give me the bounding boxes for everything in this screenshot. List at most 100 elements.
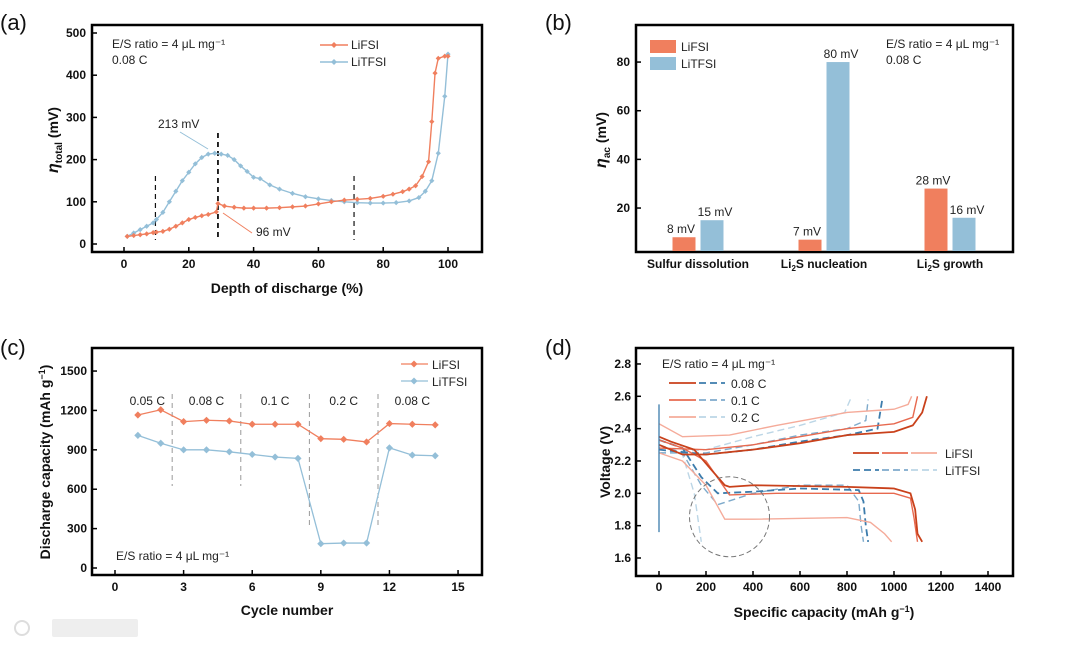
x-tick-label-a: 40 [247, 257, 261, 271]
category-subscript: 2 [791, 264, 796, 273]
legend-label-c: LiTFSI [432, 375, 467, 389]
x-tick-label-d: 1400 [975, 580, 1002, 594]
data-point-LiFSI [419, 173, 425, 180]
x-tick-label-d: 0 [656, 580, 663, 594]
data-point-LiFSI [442, 53, 448, 59]
data-point-LiFSI [205, 211, 211, 218]
data-point-LiFSI [385, 419, 394, 428]
x-tick-label-d: 400 [743, 580, 763, 594]
watermark-mark [52, 619, 138, 637]
category-text: Li [781, 257, 792, 271]
y-tick-label-d: 2.8 [614, 357, 631, 371]
data-point-LiFSI [435, 55, 441, 61]
data-point-LiTFSI [144, 223, 150, 229]
y-tick-label-b: 80 [617, 55, 631, 69]
data-point-LiTFSI [317, 540, 325, 548]
bar-value-label: 8 mV [667, 222, 695, 236]
data-point-LiTFSI [302, 194, 309, 200]
annotation-note-c: E/S ratio = 4 μL mg⁻¹ [116, 549, 229, 563]
legend-label-b: LiTFSI [681, 57, 716, 71]
y-tick-label-d: 2.4 [614, 422, 631, 436]
data-point-LiTFSI [422, 188, 428, 194]
data-point-LiTFSI [385, 444, 394, 452]
y-tick-label-c: 600 [67, 482, 87, 496]
series-line-LiTFSI [126, 54, 449, 238]
data-point-LiFSI [302, 203, 309, 209]
y-tick-label-c: 1500 [60, 364, 87, 378]
data-point-LiFSI [199, 213, 205, 219]
x-tick-label-c: 3 [180, 580, 187, 594]
curve-charge-LiTFSI-0.1-C [659, 399, 869, 454]
rate-label-c: 0.08 C [395, 394, 431, 408]
y-tick-label-a: 0 [79, 237, 86, 251]
annotation-note-b: E/S ratio = 4 μL mg⁻¹ [886, 37, 999, 51]
data-point-LiFSI [202, 416, 211, 424]
category-text: S nucleation [796, 257, 867, 271]
curve-charge-LiFSI-0.08-C [658, 396, 928, 456]
data-point-LiTFSI [362, 539, 371, 547]
data-point-LiFSI [289, 204, 296, 210]
data-point-LiFSI [413, 183, 419, 189]
data-point-LiTFSI [271, 453, 279, 461]
data-point-LiFSI [263, 205, 270, 211]
x-tick-label-d: 1000 [881, 580, 908, 594]
legend-swatch-b [650, 40, 676, 53]
curve-discharge-LiTFSI-0.08-C [658, 439, 870, 542]
category-text: Li [917, 257, 928, 271]
data-point-LiTFSI [380, 200, 386, 206]
data-point-LiFSI [173, 223, 179, 229]
data-point-LiFSI [215, 200, 221, 207]
data-point-LiFSI [294, 420, 302, 428]
data-point-LiTFSI [257, 175, 263, 182]
data-point-LiFSI [144, 231, 150, 237]
y-tick-label-c: 300 [67, 522, 87, 536]
data-point-LiFSI [340, 435, 348, 443]
bar-value-label: 16 mV [950, 203, 985, 217]
y-tick-label-a: 100 [66, 195, 86, 209]
data-point-LiTFSI [244, 168, 250, 175]
curve-discharge-LiFSI-0.08-C [658, 435, 923, 543]
bar-value-label: 7 mV [793, 225, 821, 239]
data-point-LiTFSI [212, 150, 218, 156]
data-point-LiFSI [124, 233, 130, 240]
data-point-LiFSI [248, 420, 256, 428]
data-point-LiFSI [341, 197, 347, 203]
data-point-LiFSI [179, 220, 185, 226]
data-point-LiTFSI [276, 186, 283, 192]
data-point-LiFSI [186, 216, 192, 223]
data-point-LiFSI [408, 420, 416, 428]
data-point-LiFSI [231, 204, 237, 210]
y-axis-unit: (mV) [593, 112, 609, 147]
rate-label-c: 0.2 C [329, 394, 358, 408]
data-point-LiTFSI [354, 200, 360, 206]
data-point-LiFSI [315, 201, 321, 207]
data-point-LiFSI [150, 230, 156, 236]
x-tick-label-c: 0 [112, 580, 119, 594]
annotation-96mv: 96 mV [256, 225, 291, 239]
legend-marker-c [410, 360, 418, 368]
y-tick-label-d: 2.6 [614, 389, 631, 403]
data-point-LiTFSI [150, 220, 156, 226]
highlight-circle [689, 476, 770, 558]
curve-discharge-LiTFSI-0.2-C [658, 444, 702, 542]
plot-area-d [634, 346, 1015, 578]
annotation-note-b: 0.08 C [886, 53, 922, 67]
y-tick-label-a: 500 [66, 26, 86, 40]
data-point-LiTFSI [153, 216, 159, 223]
data-point-LiTFSI [180, 446, 188, 454]
annotation-note-a: 0.08 C [112, 53, 148, 67]
x-tick-label-a: 80 [377, 257, 391, 271]
data-point-LiFSI [400, 189, 406, 195]
legend-marker-a [331, 59, 337, 65]
plot-area-c [90, 346, 484, 577]
data-point-LiFSI [166, 226, 172, 232]
y-axis-symbol: η [593, 158, 610, 168]
x-axis-label-d: Specific capacity (mAh g−1) [734, 604, 915, 620]
data-point-LiFSI [354, 196, 360, 202]
rate-legend-label: 0.2 C [731, 411, 760, 425]
data-point-LiTFSI [205, 151, 211, 157]
annotation-213mv: 213 mV [158, 117, 199, 131]
plot-area-a [90, 23, 484, 254]
annotation-arrow-lifsi [222, 212, 253, 234]
